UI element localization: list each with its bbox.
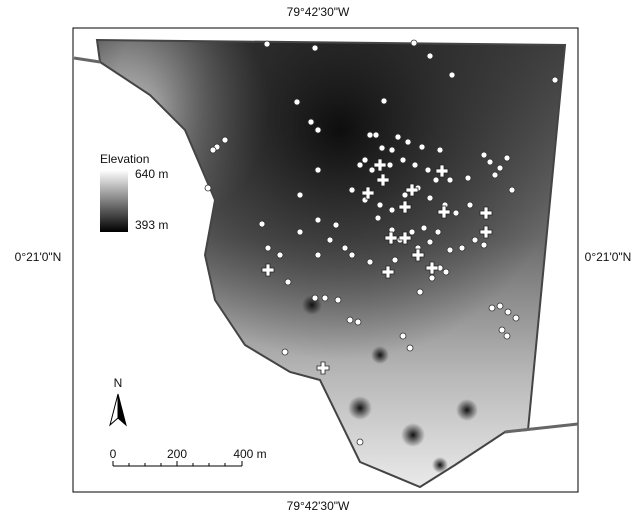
sample-dot: [465, 175, 471, 181]
sample-dot: [411, 40, 417, 46]
sample-dot: [427, 53, 433, 59]
scale-label: 200: [167, 447, 187, 461]
sample-dot: [405, 139, 411, 145]
sample-dot: [264, 41, 270, 47]
sample-dot: [282, 349, 288, 355]
sample-dot: [392, 257, 398, 263]
sample-dot: [285, 279, 291, 285]
sample-dot: [504, 155, 510, 161]
sample-dot: [312, 295, 318, 301]
sample-dot: [492, 172, 498, 178]
sample-dot: [349, 187, 355, 193]
bottom-coordinate: 79°42'30"W: [287, 499, 350, 513]
sample-dot: [395, 134, 401, 140]
sample-dot: [409, 229, 415, 235]
sample-dot: [347, 317, 353, 323]
sample-dot: [412, 162, 418, 168]
sample-dot: [357, 439, 363, 445]
sample-dot: [355, 319, 361, 325]
sample-dot: [315, 127, 321, 133]
scale-label: 0: [110, 447, 117, 461]
sample-dot: [335, 297, 341, 303]
sample-dot: [459, 245, 465, 251]
sample-dot: [297, 229, 303, 235]
sample-dot: [433, 177, 439, 183]
sample-dot: [375, 215, 381, 221]
sample-dot: [389, 147, 395, 153]
sample-dot: [419, 144, 425, 150]
top-coordinate: 79°42'30"W: [287, 5, 350, 19]
north-label: N: [114, 376, 123, 390]
sample-dot: [467, 202, 473, 208]
right-coordinate: 0°21'0"N: [585, 250, 632, 264]
sample-dot: [367, 132, 373, 138]
sample-dot: [367, 259, 373, 265]
scale-label: 400 m: [233, 447, 266, 461]
sample-dot: [205, 185, 211, 191]
sample-dot: [402, 192, 408, 198]
sample-dot: [552, 77, 558, 83]
sample-dot: [427, 195, 433, 201]
sample-dot: [447, 177, 453, 183]
sample-dot: [437, 147, 443, 153]
sample-dot: [312, 45, 318, 51]
sample-dot: [322, 295, 328, 301]
sample-dot: [497, 303, 503, 309]
sample-dot: [315, 167, 321, 173]
left-coordinate: 0°21'0"N: [15, 250, 62, 264]
sample-dot: [377, 202, 383, 208]
sample-dot: [472, 237, 478, 243]
sample-dot: [222, 137, 228, 143]
sample-dot: [400, 333, 406, 339]
sample-dot: [447, 247, 453, 253]
sample-dot: [435, 229, 441, 235]
sample-dot: [499, 327, 505, 333]
sample-dot: [381, 98, 387, 104]
sample-dot: [357, 162, 363, 168]
sample-dot: [417, 289, 423, 295]
sample-dot: [481, 242, 487, 248]
sample-dot: [389, 207, 395, 213]
sample-dot: [509, 187, 515, 193]
sample-dot: [327, 237, 333, 243]
sample-dot: [342, 245, 348, 251]
sample-dot: [443, 269, 449, 275]
sample-dot: [210, 147, 216, 153]
sample-dot: [453, 210, 459, 216]
sample-dot: [513, 315, 519, 321]
sample-dot: [407, 345, 413, 351]
sample-dot: [315, 217, 321, 223]
legend-title: Elevation: [100, 152, 149, 166]
sample-dot: [489, 305, 495, 311]
sample-dot: [379, 145, 385, 151]
sample-dot: [505, 309, 511, 315]
sample-dot: [297, 192, 303, 198]
legend-colorbar: [100, 170, 128, 232]
sample-dot: [277, 252, 283, 258]
sample-dot: [373, 132, 379, 138]
sample-dot: [504, 333, 510, 339]
sample-dot: [362, 157, 368, 163]
map: 79°42'30"W 79°42'30"W 0°21'0"N 0°21'0"N …: [0, 0, 644, 520]
sample-dot: [315, 252, 321, 258]
sample-dot: [481, 152, 487, 158]
sample-dot: [429, 275, 435, 281]
sample-dot: [425, 167, 431, 173]
legend-high: 640 m: [135, 167, 168, 181]
sample-dot: [487, 159, 493, 165]
sample-dot: [308, 119, 314, 125]
sample-dot: [369, 167, 375, 173]
sample-dot: [265, 245, 271, 251]
sample-dot: [259, 221, 265, 227]
sample-dot: [400, 157, 406, 163]
sample-dot: [333, 222, 339, 228]
sample-dot: [349, 252, 355, 258]
sample-dot: [449, 72, 455, 78]
legend-low: 393 m: [135, 218, 168, 232]
sample-dot: [497, 165, 503, 171]
sample-dot: [387, 162, 393, 168]
sample-dot: [427, 239, 433, 245]
sample-dot: [421, 225, 427, 231]
sample-dot: [294, 99, 300, 105]
